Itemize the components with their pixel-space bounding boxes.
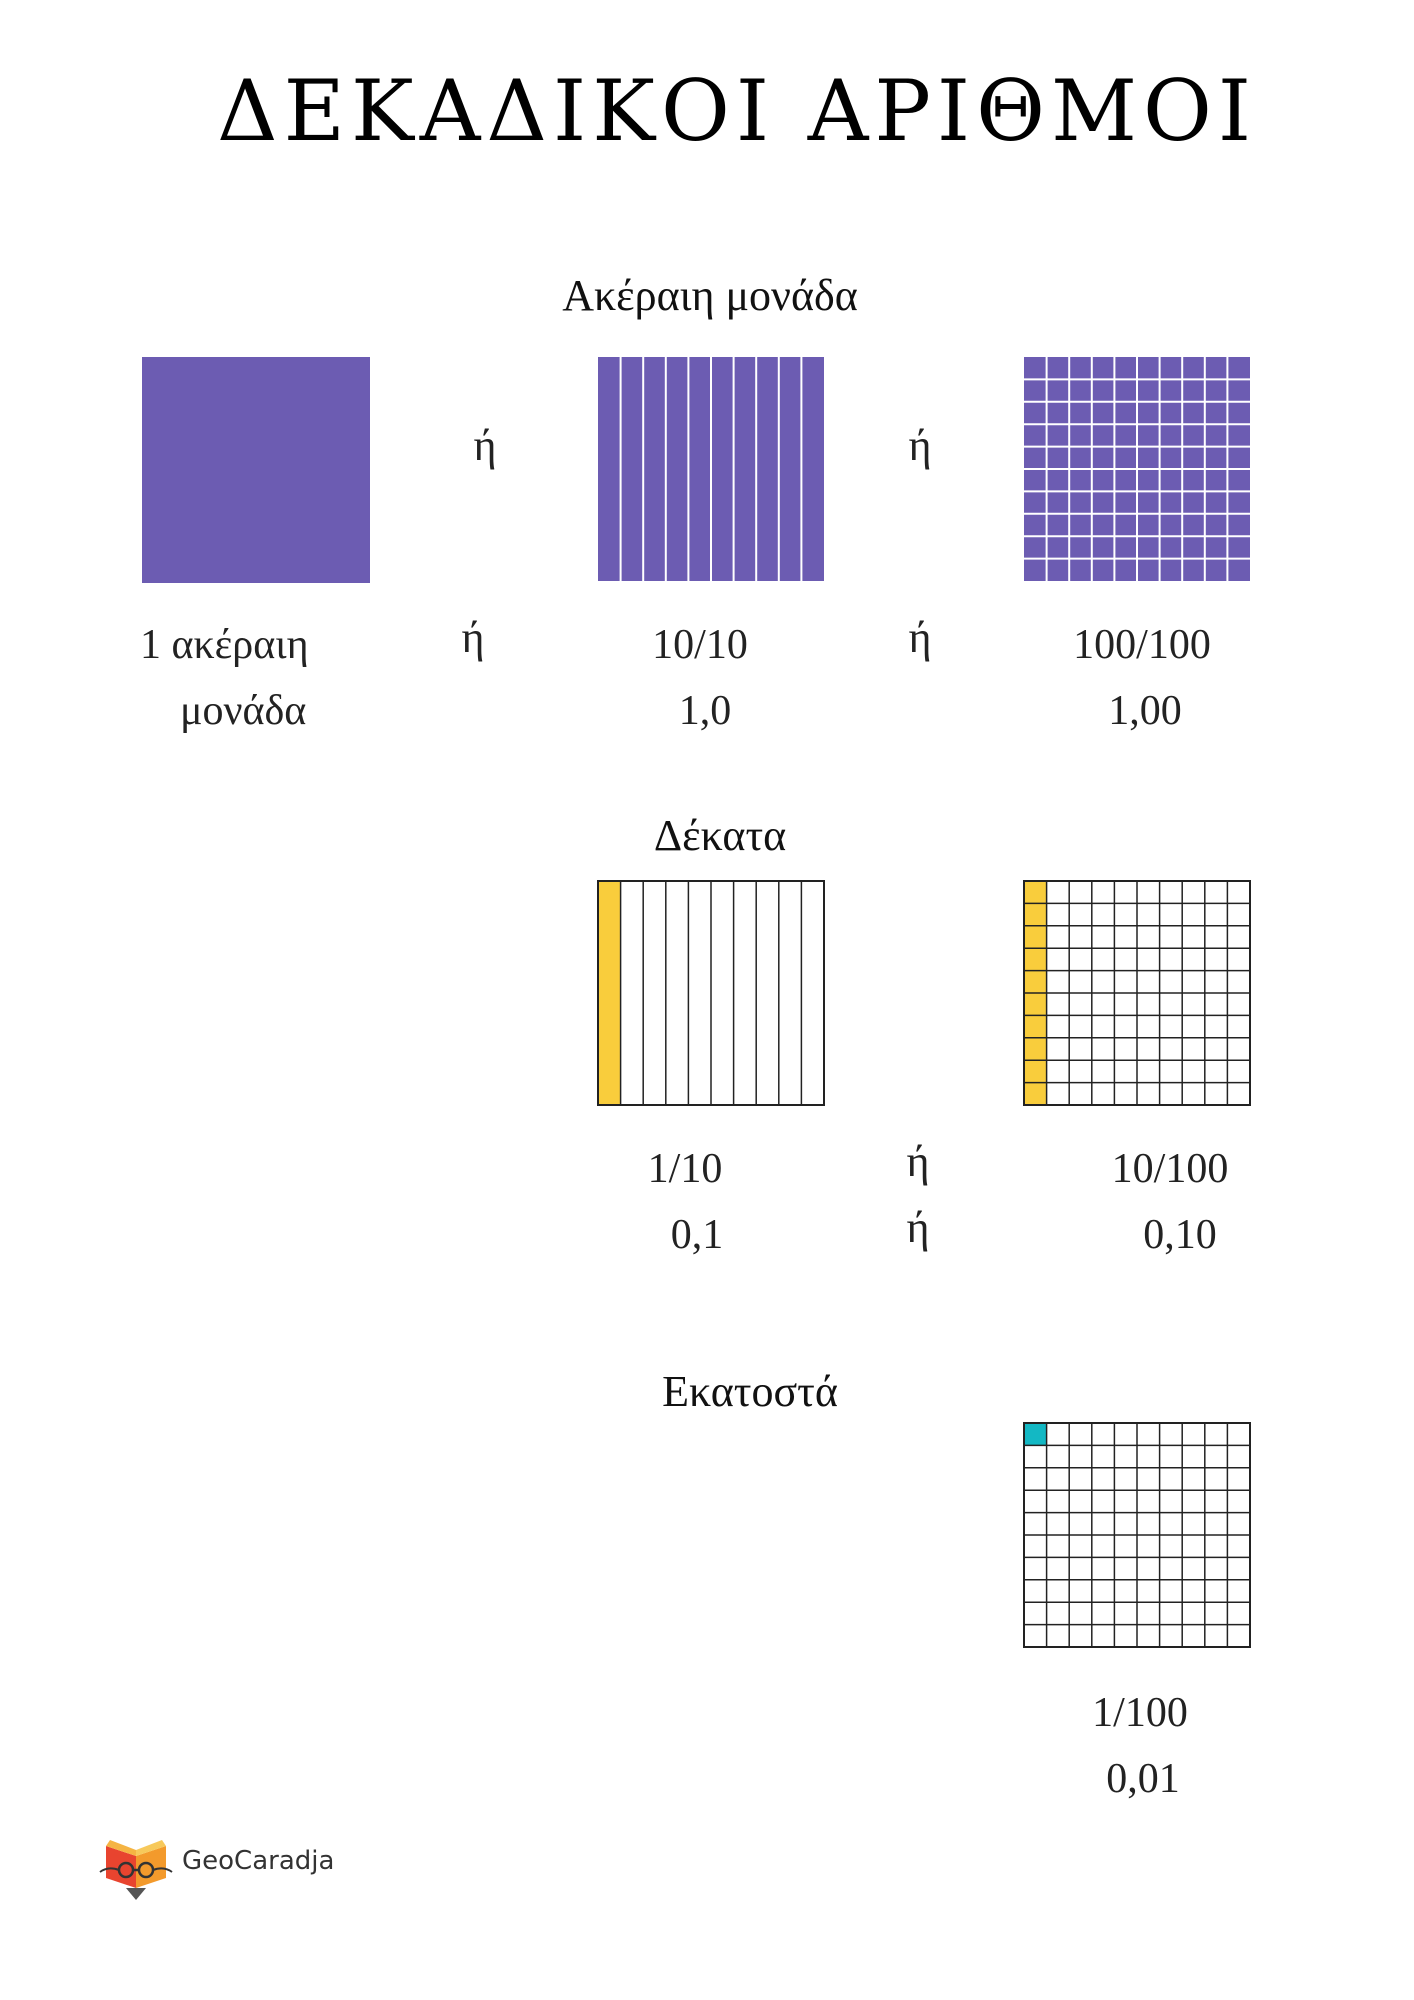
- logo-text: GeoCaradja: [182, 1846, 335, 1876]
- book-glasses-logo-icon: [99, 1840, 173, 1900]
- tenths-strips-grid: [598, 357, 824, 581]
- label-one-hundredth: 1/100 0,01: [1040, 1680, 1240, 1812]
- page-title: ΔΕΚΑΔΙΚΟΙ ΑΡΙΘΜΟΙ: [216, 62, 1258, 160]
- decimal-0-10: 0,10: [1143, 1212, 1217, 1258]
- section-heading-tenths: Δέκατα: [653, 811, 787, 860]
- whole-unit-fill: [142, 357, 370, 583]
- section-heading-hundredths: Εκατοστά: [662, 1367, 838, 1416]
- shaded-hundredth: [1024, 1423, 1047, 1446]
- shaded-tenth: [598, 881, 621, 1105]
- or-word: ή: [906, 1137, 930, 1186]
- hundredths-grid-full: [1024, 357, 1250, 581]
- label-ten-hundredths: 10/100 0,10: [1070, 1136, 1270, 1268]
- or-word: ή: [908, 613, 932, 662]
- one-hundredth-grid: [1023, 1422, 1251, 1648]
- section-heading-whole: Ακέραιη μονάδα: [562, 271, 858, 320]
- decimal-0-01: 0,01: [1106, 1756, 1180, 1802]
- decimal-1-00: 1,00: [1108, 688, 1182, 734]
- ten-hundredths-grid: [1023, 880, 1251, 1106]
- or-word: ή: [473, 421, 497, 470]
- or-word: ή: [461, 613, 485, 662]
- fraction-1-10: 1/10: [647, 1146, 723, 1192]
- label-whole-line2: μονάδα: [180, 688, 307, 734]
- decimal-1-0: 1,0: [678, 688, 732, 734]
- fraction-10-10: 10/10: [652, 622, 748, 668]
- whole-unit-square: [142, 357, 370, 583]
- fraction-100-100: 100/100: [1073, 622, 1211, 668]
- decimal-0-1: 0,1: [670, 1212, 724, 1258]
- or-word: ή: [908, 421, 932, 470]
- label-ten-tenths: 10/10 1,0: [600, 612, 800, 744]
- label-whole-line1: 1 ακέραιη: [140, 622, 309, 668]
- one-tenth-strips: [597, 880, 825, 1106]
- label-hundred-hundredths: 100/100 1,00: [1032, 612, 1252, 744]
- fraction-1-100: 1/100: [1092, 1690, 1188, 1736]
- or-word: ή: [906, 1203, 930, 1252]
- label-one-tenth: 1/10 0,1: [590, 1136, 780, 1268]
- label-whole-unit: 1 ακέραιη μονάδα: [120, 612, 390, 744]
- fraction-10-100: 10/100: [1111, 1146, 1229, 1192]
